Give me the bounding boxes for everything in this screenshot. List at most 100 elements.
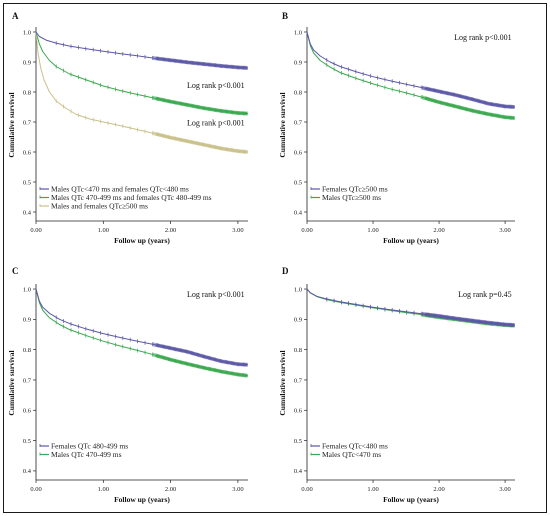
x-tick-label: 2.00 [433, 227, 444, 234]
log-rank-annotation: Log rank p=0.45 [458, 290, 512, 299]
censor-band [155, 96, 248, 116]
legend-entry: Females QTc<480 ms [322, 442, 388, 451]
series-2 [306, 31, 516, 121]
x-tick-label: 2.00 [433, 486, 444, 493]
y-tick-label: 0.5 [23, 179, 31, 186]
x-tick-label: 3.00 [232, 227, 243, 234]
y-tick-label: 0.7 [23, 119, 32, 126]
series-1 [306, 288, 516, 328]
x-axis-label: Follow up (years) [114, 236, 170, 245]
y-tick-label: 0.9 [294, 317, 302, 324]
y-tick-label: 0.9 [294, 59, 302, 66]
legend-entry: Females QTc≥500 ms [322, 185, 388, 194]
y-tick-label: 0.4 [294, 468, 303, 475]
y-tick-label: 1.0 [294, 286, 302, 293]
panel-letter: A [12, 11, 19, 21]
legend-entry: Males QTc<470 ms [322, 450, 381, 459]
panel-d: D 0.4 0.5 0.6 0.7 0.8 0.9 1.0 0.00 1.00 2.00 3.00 Fo… [278, 266, 516, 504]
y-tick-label: 0.4 [294, 209, 303, 216]
x-tick-label: 2.00 [165, 227, 176, 234]
survival-curve [35, 31, 249, 115]
x-tick-label: 1.00 [367, 486, 378, 493]
y-tick-label: 0.5 [294, 179, 302, 186]
censor-band [155, 353, 248, 378]
censor-band [155, 343, 248, 367]
x-tick-label: 0.00 [301, 486, 312, 493]
y-tick-label: 1.0 [294, 29, 302, 36]
panel-a: A 0.4 0.5 0.6 0.7 0.8 0.9 1.0 0.00 1.00 2.00 3.00 Fo… [7, 11, 249, 245]
survival-curve [35, 31, 249, 153]
series-1 [35, 31, 249, 70]
y-tick-label: 0.4 [23, 468, 32, 475]
x-tick-label: 3.00 [499, 227, 510, 234]
y-axis-label: Cumulative survival [278, 92, 287, 157]
y-tick-label: 0.7 [294, 377, 303, 384]
censor-band [424, 86, 515, 109]
panel-letter: C [12, 266, 19, 276]
survival-curve [35, 31, 249, 69]
panel-c: C 0.4 0.5 0.6 0.7 0.8 0.9 1.0 0.00 1.00 2.00 3.00 Fo… [7, 266, 249, 504]
series-3 [35, 31, 249, 154]
y-axis-label: Cumulative survival [278, 350, 287, 415]
x-tick-label: 0.00 [30, 227, 41, 234]
x-tick-label: 1.00 [367, 227, 378, 234]
x-axis-label: Follow up (years) [383, 495, 439, 504]
panel-letter: B [282, 11, 288, 21]
series-1 [306, 31, 516, 109]
censor-band [424, 312, 515, 327]
x-tick-label: 3.00 [499, 486, 510, 493]
y-tick-label: 0.8 [294, 89, 302, 96]
y-tick-label: 1.0 [23, 29, 31, 36]
y-tick-label: 0.6 [23, 149, 32, 156]
legend-entry: Males QTc≥500 ms [322, 193, 381, 202]
y-tick-label: 0.7 [23, 377, 32, 384]
censor-band [155, 56, 248, 70]
x-axis-label: Follow up (years) [383, 236, 439, 245]
series-2 [35, 288, 249, 378]
x-tick-label: 1.00 [98, 227, 109, 234]
survival-curve [306, 31, 516, 119]
y-axis-label: Cumulative survival [7, 92, 16, 157]
series-1 [35, 288, 249, 367]
y-tick-label: 0.6 [294, 149, 303, 156]
y-axis-label: Cumulative survival [7, 350, 16, 415]
censor-band [424, 96, 515, 120]
legend-entry: Males QTc 470-499 ms and females QTc 480… [51, 193, 212, 202]
y-tick-label: 0.6 [294, 408, 303, 415]
y-tick-label: 1.0 [23, 286, 31, 293]
y-tick-label: 0.8 [23, 89, 31, 96]
y-tick-label: 0.7 [294, 119, 303, 126]
legend-entry: Females QTc 480-499 ms [51, 442, 128, 451]
survival-curve [35, 288, 249, 366]
panel-letter: D [282, 266, 289, 276]
x-axis-label: Follow up (years) [114, 495, 170, 504]
y-tick-label: 0.9 [23, 59, 31, 66]
y-tick-label: 0.9 [23, 317, 31, 324]
x-tick-label: 3.00 [232, 486, 243, 493]
log-rank-annotation: Log rank p<0.001 [187, 290, 245, 299]
x-tick-label: 0.00 [301, 227, 312, 234]
survival-curve [35, 288, 249, 377]
series-2 [35, 31, 249, 116]
x-tick-label: 1.00 [98, 486, 109, 493]
censor-band [155, 132, 248, 154]
y-tick-label: 0.8 [23, 347, 31, 354]
x-tick-label: 0.00 [30, 486, 41, 493]
y-tick-label: 0.8 [294, 347, 302, 354]
log-rank-annotation: Log rank p<0.001 [187, 119, 245, 128]
y-tick-label: 0.5 [294, 438, 302, 445]
legend-entry: Males QTc<470 ms and females QTc<480 ms [51, 185, 189, 194]
log-rank-annotation: Log rank p<0.001 [454, 33, 512, 42]
y-tick-label: 0.4 [23, 209, 32, 216]
legend-entry: Males QTc 470-499 ms [51, 450, 122, 459]
figure-frame [3, 3, 547, 513]
panel-b: B 0.4 0.5 0.6 0.7 0.8 0.9 1.0 0.00 1.00 2.00 3.00 Fo… [278, 11, 516, 245]
legend: Males QTc<470 ms and females QTc<480 msM… [39, 185, 212, 211]
y-tick-label: 0.5 [23, 438, 31, 445]
survival-curve [306, 31, 516, 108]
legend-entry: Males and females QTc≥500 ms [51, 202, 148, 211]
